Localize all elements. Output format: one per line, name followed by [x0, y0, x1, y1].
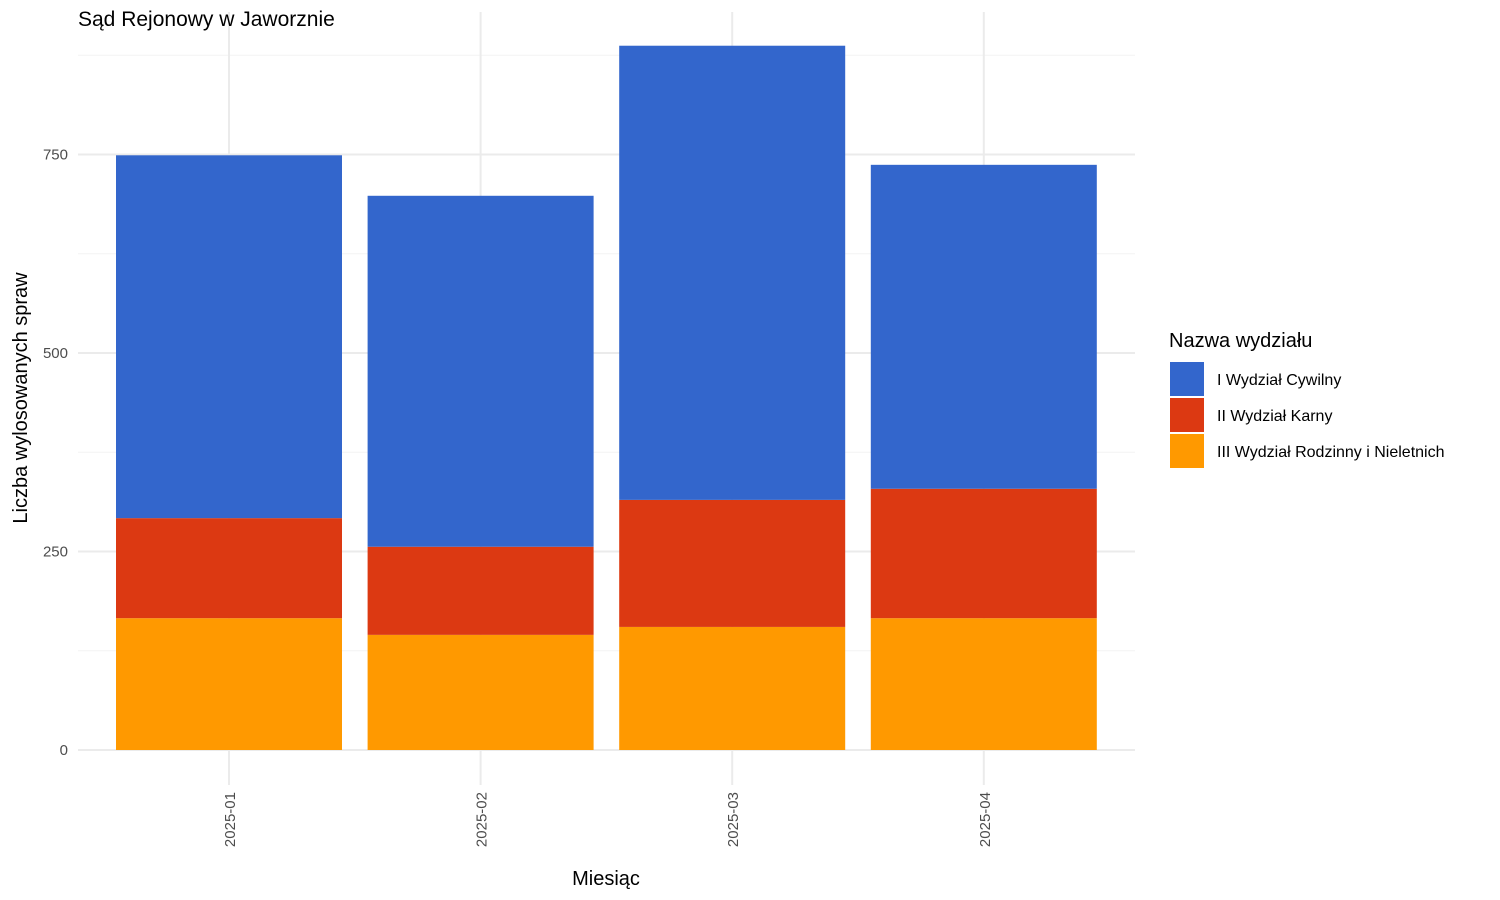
bar-segment: [619, 45, 846, 500]
y-tick-label: 250: [43, 544, 68, 561]
bar-segment: [870, 488, 1097, 619]
x-axis-ticks: 2025-01 2025-02 2025-03 2025-04: [222, 792, 994, 847]
bar-segment: [367, 634, 594, 750]
legend-swatch: [1170, 398, 1204, 432]
legend: Nazwa wydziału I Wydział Cywilny II Wydzi…: [1169, 330, 1445, 468]
y-tick-label: 0: [60, 742, 68, 759]
bar-segment: [367, 195, 594, 547]
x-axis-title: Miesiąc: [572, 868, 640, 890]
bar-segment: [619, 499, 846, 627]
x-tick-label: 2025-04: [977, 792, 994, 847]
bar-segment: [116, 155, 342, 519]
x-tick-label: 2025-01: [222, 792, 239, 847]
bar-segment: [116, 618, 342, 750]
legend-swatch: [1170, 434, 1204, 468]
chart-title: Sąd Rejonowy w Jaworznie: [78, 8, 335, 31]
legend-items: I Wydział Cywilny II Wydział Karny III Wyd…: [1170, 362, 1445, 468]
y-axis-ticks: 0 250 500 750: [43, 147, 68, 760]
x-tick-label: 2025-03: [725, 792, 742, 847]
legend-label: II Wydział Karny: [1217, 408, 1332, 425]
x-tick-label: 2025-02: [474, 792, 491, 847]
legend-title: Nazwa wydziału: [1169, 330, 1312, 352]
bar-segment: [116, 518, 342, 619]
legend-label: III Wydział Rodzinny i Nieletnich: [1217, 444, 1445, 461]
bar-segment: [367, 546, 594, 635]
bar-segment: [870, 164, 1097, 489]
y-axis-title: Liczba wylosowanych spraw: [10, 272, 32, 524]
legend-label: I Wydział Cywilny: [1217, 372, 1341, 389]
bars: [116, 45, 1097, 750]
y-tick-label: 750: [43, 147, 68, 164]
bar-segment: [619, 626, 846, 750]
y-tick-label: 500: [43, 345, 68, 362]
legend-swatch: [1170, 362, 1204, 396]
bar-segment: [870, 618, 1097, 750]
